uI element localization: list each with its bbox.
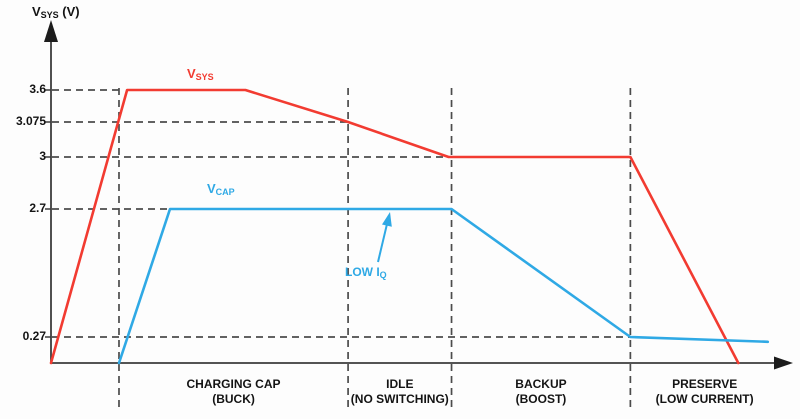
y-tick-label-3: 3 (39, 149, 46, 163)
phase-label-1: IDLE (NO SWITCHING) (320, 377, 480, 407)
vcap-curve-label: VCAP (207, 181, 235, 197)
y-axis-arrowhead-icon (44, 20, 58, 42)
phase-label-line2: (LOW CURRENT) (655, 392, 754, 406)
y-tick-label-3.075: 3.075 (15, 114, 46, 128)
vcap-label-prefix: V (207, 181, 216, 196)
phase-label-2: BACKUP (BOOST) (461, 377, 621, 407)
phase-label-line1: CHARGING CAP (186, 377, 281, 391)
vsys-line (49, 88, 740, 365)
x-axis-arrowhead-icon (774, 356, 793, 370)
phase-label-line1: BACKUP (515, 377, 567, 391)
phase-label-line2: (BOOST) (515, 392, 567, 406)
y-axis-title-subscript: SYS (40, 10, 59, 20)
low-iq-arrow-line (377, 223, 388, 263)
low-iq-arrowhead-icon (382, 212, 392, 227)
phase-label-line1: IDLE (386, 377, 414, 391)
vsys-label-prefix: V (187, 66, 196, 81)
phase-label-line2: (NO SWITCHING) (350, 392, 449, 406)
y-tick-label-0.27: 0.27 (22, 329, 46, 343)
y-axis-title-prefix: V (32, 4, 41, 19)
low-iq-annotation-label: LOW IQ (345, 265, 387, 280)
vsys-curve-label: VSYS (187, 66, 214, 82)
vsys-label-subscript: SYS (195, 72, 214, 82)
vcap-label-subscript: CAP (215, 187, 235, 197)
y-axis-title: VSYS (V) (32, 4, 80, 20)
phase-label-0: CHARGING CAP (BUCK) (154, 377, 314, 407)
phase-label-line2: (BUCK) (212, 392, 255, 406)
low-iq-prefix: LOW I (345, 265, 380, 279)
y-tick-label-3.6: 3.6 (29, 82, 46, 96)
y-tick-label-2.7: 2.7 (29, 201, 46, 215)
low-iq-subscript: Q (379, 270, 387, 280)
phase-label-3: PRESERVE (LOW CURRENT) (625, 377, 785, 407)
phase-label-line1: PRESERVE (672, 377, 738, 391)
y-axis-title-suffix: (V) (58, 4, 80, 19)
vcap-line (117, 207, 770, 365)
